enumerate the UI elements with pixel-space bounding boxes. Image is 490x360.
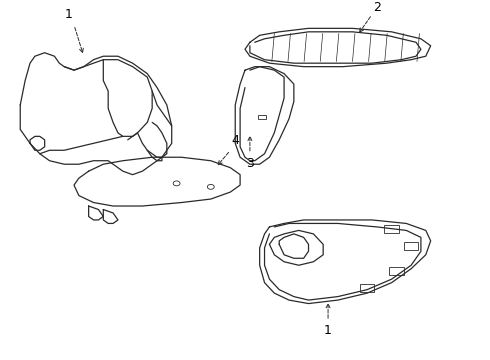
Text: 3: 3 xyxy=(246,157,254,170)
Bar xyxy=(389,267,404,275)
Bar xyxy=(360,284,374,292)
Text: 1: 1 xyxy=(65,8,73,21)
Bar xyxy=(384,225,399,233)
Text: 1: 1 xyxy=(324,324,332,337)
Bar xyxy=(258,116,266,119)
Text: 2: 2 xyxy=(373,1,381,14)
Bar xyxy=(404,242,418,250)
Text: 4: 4 xyxy=(231,134,239,147)
